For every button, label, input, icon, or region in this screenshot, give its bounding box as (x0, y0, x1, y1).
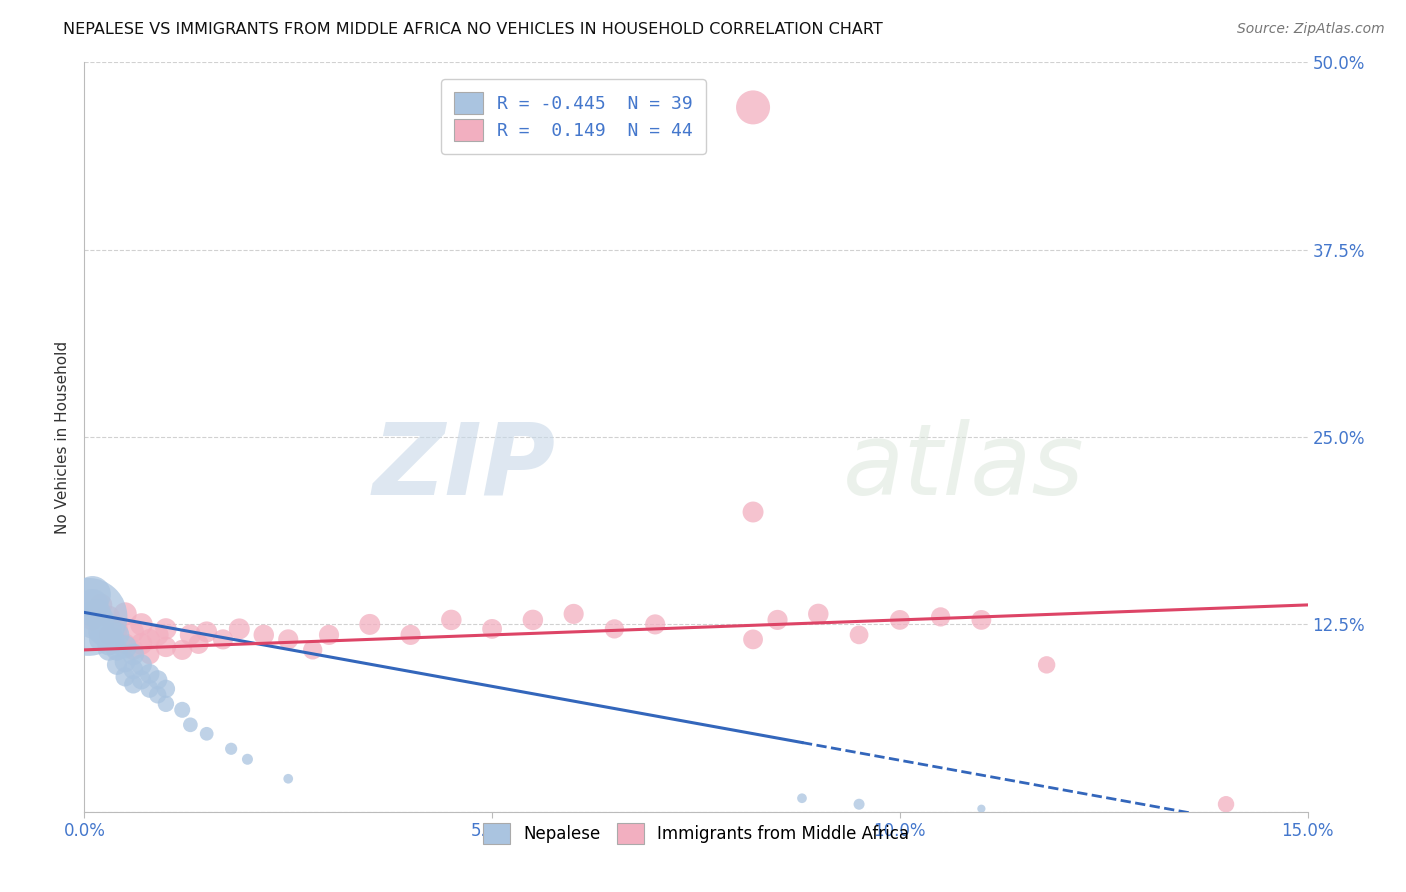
Point (122, 677, 145, 691)
Point (318, 628, 340, 642)
Point (90, 624, 112, 639)
Point (172, 703, 194, 717)
Point (114, 637, 136, 651)
Point (122, 662, 145, 676)
Point (187, 637, 209, 651)
Point (481, 622, 503, 636)
Point (195, 624, 218, 639)
Point (131, 617, 153, 632)
Point (155, 681, 177, 696)
Point (97, 628, 120, 642)
Point (138, 681, 160, 696)
Text: atlas: atlas (842, 418, 1084, 516)
Point (253, 628, 276, 642)
Point (742, 100, 765, 114)
Point (742, 632, 765, 647)
Point (97, 637, 120, 651)
Point (114, 655, 136, 669)
Point (105, 657, 128, 672)
Point (105, 643, 128, 657)
Point (790, 791, 813, 805)
Point (848, 628, 870, 642)
Point (522, 613, 544, 627)
Point (114, 640, 136, 654)
Point (155, 622, 177, 636)
Point (742, 505, 765, 519)
Point (86, 607, 108, 621)
Point (1215, 797, 1237, 812)
Point (105, 622, 128, 636)
Point (138, 632, 160, 647)
Text: ZIP: ZIP (373, 418, 555, 516)
Point (603, 622, 626, 636)
Point (179, 628, 201, 642)
Point (562, 607, 585, 621)
Point (97, 622, 120, 636)
Point (90, 613, 112, 627)
Point (155, 640, 177, 654)
Point (105, 628, 128, 642)
Text: NEPALESE VS IMMIGRANTS FROM MIDDLE AFRICA NO VEHICLES IN HOUSEHOLD CORRELATION C: NEPALESE VS IMMIGRANTS FROM MIDDLE AFRIC… (63, 22, 883, 37)
Point (440, 613, 463, 627)
Point (90, 632, 112, 647)
Point (301, 643, 323, 657)
Point (195, 727, 218, 741)
Point (146, 673, 169, 687)
Legend: Nepalese, Immigrants from Middle Africa: Nepalese, Immigrants from Middle Africa (475, 815, 917, 852)
Point (82, 598, 104, 612)
Point (90, 598, 112, 612)
Point (97, 610, 120, 624)
Point (155, 697, 177, 711)
Y-axis label: No Vehicles in Household: No Vehicles in Household (55, 341, 70, 533)
Point (848, 797, 870, 812)
Point (146, 628, 169, 642)
Point (122, 643, 145, 657)
Point (644, 617, 666, 632)
Point (138, 648, 160, 662)
Point (766, 613, 789, 627)
Point (228, 622, 250, 636)
Point (114, 607, 136, 621)
Point (93, 628, 115, 642)
Point (122, 624, 145, 639)
Point (970, 802, 993, 816)
Point (889, 613, 911, 627)
Point (131, 637, 153, 651)
Point (131, 657, 153, 672)
Point (77, 610, 100, 624)
Point (122, 648, 145, 662)
Point (131, 673, 153, 687)
Point (82, 613, 104, 627)
Text: Source: ZipAtlas.com: Source: ZipAtlas.com (1237, 22, 1385, 37)
Point (399, 628, 422, 642)
Point (359, 617, 381, 632)
Point (219, 741, 242, 756)
Point (82, 587, 104, 601)
Point (277, 772, 299, 786)
Point (277, 632, 299, 647)
Point (101, 632, 124, 647)
Point (807, 607, 830, 621)
Point (236, 752, 259, 766)
Point (929, 610, 952, 624)
Point (1035, 657, 1057, 672)
Point (114, 670, 136, 684)
Point (138, 666, 160, 681)
Point (179, 718, 201, 732)
Point (970, 613, 993, 627)
Point (97, 643, 120, 657)
Point (146, 688, 169, 702)
Point (172, 643, 194, 657)
Point (212, 632, 235, 647)
Point (82, 617, 104, 632)
